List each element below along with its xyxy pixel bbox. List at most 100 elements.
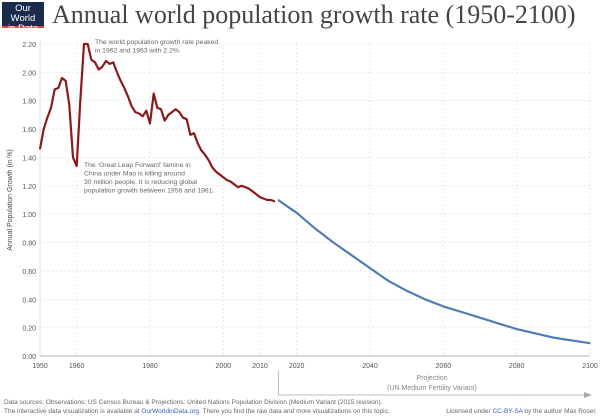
data-point (149, 122, 151, 125)
data-point (39, 148, 41, 150)
data-point (314, 227, 316, 229)
data-point (219, 173, 221, 176)
x-tick-label: 2080 (509, 363, 525, 370)
data-point (233, 183, 235, 185)
footer-line2: The interactive data visualization is av… (4, 408, 390, 415)
data-point (90, 59, 92, 61)
data-point (252, 190, 254, 193)
data-point (461, 311, 463, 313)
data-point (94, 61, 96, 64)
data-point (516, 328, 518, 330)
data-point (167, 114, 169, 116)
data-point (222, 176, 224, 178)
data-point (442, 305, 444, 307)
data-point (241, 185, 243, 187)
data-point (61, 77, 63, 79)
chart-title: Annual world population growth rate (195… (52, 0, 576, 29)
data-point (263, 197, 265, 200)
annotation-famine: China under Mao is killing around (84, 171, 185, 178)
data-point (138, 112, 140, 115)
data-point (274, 200, 276, 203)
data-point (87, 43, 89, 45)
projection-arrow (277, 370, 590, 396)
data-point (109, 63, 111, 65)
data-point (112, 61, 114, 64)
data-point (332, 241, 334, 244)
data-point (277, 199, 279, 201)
data-point (248, 188, 250, 190)
license-text: Licensed under (446, 408, 493, 415)
y-tick-label: 0.20 (22, 326, 36, 333)
data-point (497, 322, 499, 324)
data-point (424, 298, 426, 300)
data-point (237, 186, 239, 188)
data-point (244, 186, 246, 188)
data-point (571, 339, 573, 341)
data-point (98, 68, 100, 71)
y-tick-label: 0.40 (22, 297, 36, 304)
arrow-head-icon (584, 392, 592, 398)
x-tick-label: 2040 (362, 363, 378, 370)
y-tick-label: 2.00 (22, 70, 36, 77)
footer-sources: Data sources: Observations: US Census Bu… (4, 399, 383, 406)
data-point (160, 108, 162, 110)
data-point (156, 107, 158, 109)
data-point (255, 193, 257, 195)
owid-link[interactable]: OurWorldinData.org (141, 408, 199, 415)
data-point (534, 332, 536, 334)
x-tick-label: 1980 (142, 363, 158, 370)
y-tick-label: 1.60 (22, 127, 36, 134)
footer-text: . There you find the raw data and more v… (198, 408, 390, 415)
license-link[interactable]: CC-BY-SA (492, 408, 523, 415)
data-point (230, 180, 232, 183)
data-point (204, 154, 206, 156)
x-tick-label: 2020 (289, 363, 305, 370)
x-tick-label: 2000 (216, 363, 232, 370)
data-point (68, 104, 70, 106)
data-point (189, 134, 191, 136)
data-point (186, 118, 188, 120)
x-tick-label: 2060 (436, 363, 452, 370)
annotation-famine: population growth between 1958 and 1961. (84, 188, 214, 195)
y-tick-label: 0.80 (22, 241, 36, 248)
data-point (479, 317, 481, 319)
data-point (116, 71, 118, 73)
logo-line2: in Data (7, 23, 39, 34)
footer-license: Licensed under CC-BY-SA by the author Ma… (446, 408, 597, 415)
y-tick-label: 0.60 (22, 269, 36, 276)
data-point (120, 80, 122, 82)
data-point (270, 199, 272, 201)
data-point (369, 267, 371, 269)
data-point (46, 117, 48, 119)
x-tick-label: 2010 (252, 363, 268, 370)
data-point (127, 95, 129, 98)
x-tick-label: 2100 (582, 363, 598, 370)
data-point (134, 111, 136, 113)
data-point (171, 111, 173, 113)
data-point (178, 111, 180, 113)
annotation-famine: The ‘Great Leap Forward’ famine in (84, 162, 191, 169)
data-point (387, 280, 389, 282)
data-point (226, 179, 228, 181)
owid-logo: Our World in Data (2, 2, 44, 34)
annotation-peak: in 1962 and 1963 with 2.2%. (95, 48, 181, 55)
data-point (123, 87, 125, 89)
projection-label: Projection (416, 375, 447, 382)
data-point (79, 100, 81, 102)
projection-label: (UN Medium Fertility Variant) (387, 385, 477, 392)
data-point (589, 342, 591, 344)
x-tick-label: 1960 (69, 363, 85, 370)
observed-line (38, 42, 276, 203)
projection-line (277, 199, 591, 345)
footer-text: The interactive data visualization is av… (4, 408, 142, 415)
y-tick-label: 1.80 (22, 99, 36, 106)
data-point (197, 142, 199, 144)
data-point (65, 80, 67, 82)
y-tick-label: 1.00 (22, 212, 36, 219)
y-axis-label: Annual Population Growth (in %) (7, 149, 14, 251)
data-point (105, 60, 107, 62)
annotation-famine: 30 million people. It is reducing global (84, 179, 198, 186)
data-point (552, 336, 554, 339)
data-point (72, 156, 74, 159)
